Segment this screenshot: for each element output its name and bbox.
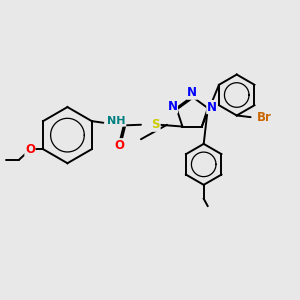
Text: S: S — [152, 118, 160, 131]
Text: NH: NH — [107, 116, 126, 126]
Text: N: N — [167, 100, 178, 113]
Text: N: N — [207, 100, 217, 114]
Text: N: N — [187, 86, 197, 99]
Text: O: O — [25, 143, 35, 156]
Text: O: O — [115, 139, 125, 152]
Text: Br: Br — [256, 111, 272, 124]
